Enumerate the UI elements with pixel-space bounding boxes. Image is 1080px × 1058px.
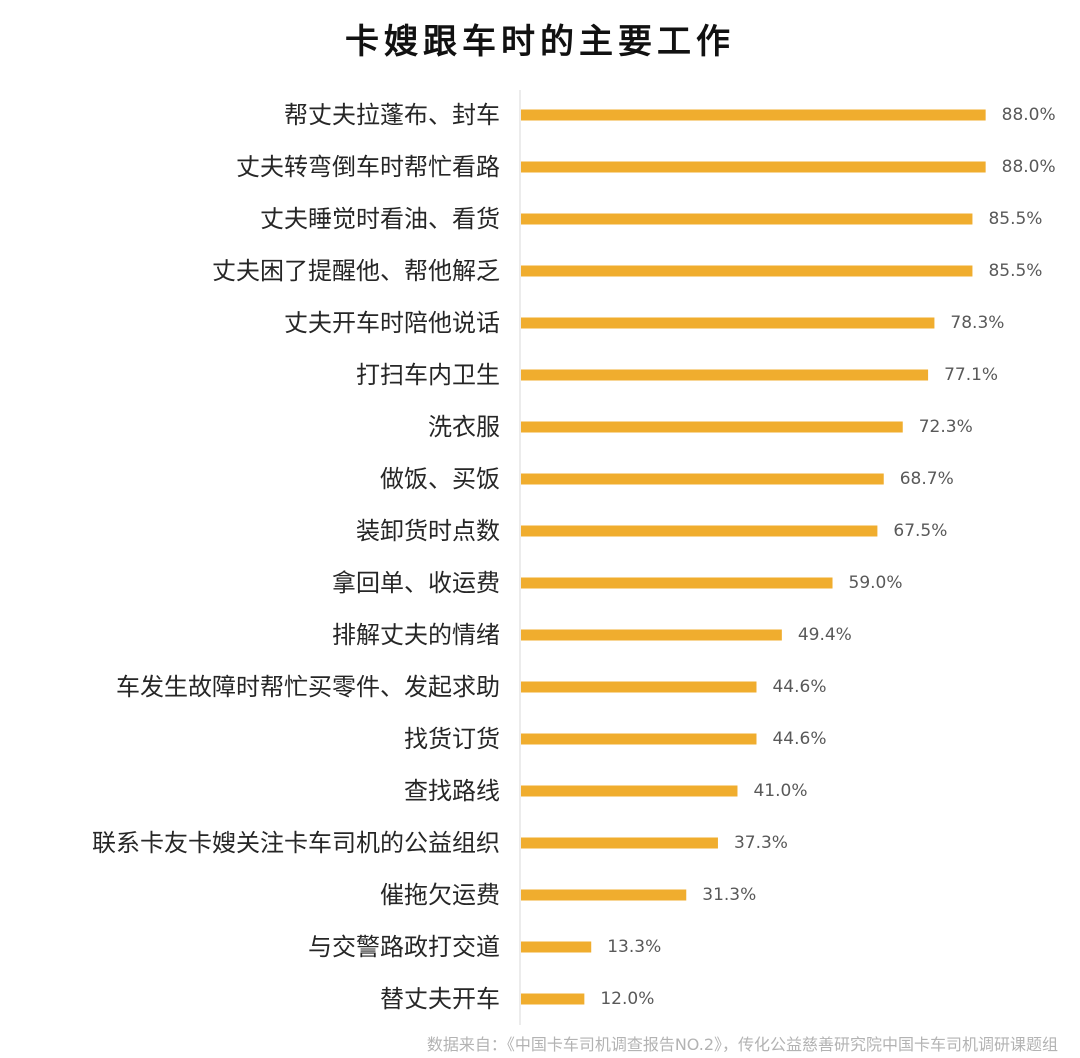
category-label: 丈夫困了提醒他、帮他解乏 [212,257,500,285]
bar [521,421,903,433]
bar [521,785,738,797]
category-label: 做饭、买饭 [380,465,500,493]
bar [521,681,757,693]
bar [521,941,592,953]
category-label: 帮丈夫拉蓬布、封车 [284,101,500,129]
category-label: 洗衣服 [428,413,500,441]
bar [521,213,973,225]
value-label: 37.3% [734,833,788,853]
category-label: 丈夫转弯倒车时帮忙看路 [236,153,500,181]
category-label: 丈夫睡觉时看油、看货 [260,205,500,233]
bar [521,889,687,901]
bar [521,525,878,537]
value-label: 88.0% [1002,157,1056,177]
value-label: 67.5% [893,521,947,541]
bar [521,265,973,277]
category-label: 查找路线 [404,777,500,805]
value-label: 44.6% [772,729,826,749]
value-labels: 88.0% 88.0% 85.5% 85.5% 78.3% 77.1% 72.3% 68.7%… [600,105,1055,1009]
value-label: 72.3% [919,417,973,437]
category-label: 车发生故障时帮忙买零件、发起求助 [116,673,500,701]
bar [521,577,833,589]
bar [521,369,929,381]
category-label: 排解丈夫的情绪 [332,621,500,649]
bar [521,993,585,1005]
value-label: 85.5% [988,261,1042,281]
category-label: 找货订货 [404,725,500,753]
category-label: 打扫车内卫生 [356,361,500,389]
category-label: 装卸货时点数 [356,517,500,545]
bar [521,317,935,329]
value-label: 31.3% [702,885,756,905]
value-label: 44.6% [772,677,826,697]
value-label: 41.0% [753,781,807,801]
chart-title: 卡嫂跟车时的主要工作 [345,22,735,62]
bar [521,109,986,121]
source-note: 数据来自：《中国卡车司机调查报告NO.2》，传化公益慈善研究院中国卡车司机调研课… [426,1035,1058,1054]
value-label: 77.1% [944,365,998,385]
category-label: 替丈夫开车 [380,985,500,1013]
bar [521,629,782,641]
value-label: 12.0% [600,989,654,1009]
bar [521,161,986,173]
value-label: 49.4% [798,625,852,645]
bar [521,473,884,485]
value-label: 78.3% [950,313,1004,333]
category-label: 丈夫开车时陪他说话 [284,309,500,337]
category-label: 拿回单、收运费 [332,569,500,597]
value-label: 59.0% [849,573,903,593]
value-label: 88.0% [1002,105,1056,125]
bars [521,109,986,1005]
bar [521,733,757,745]
value-label: 68.7% [900,469,954,489]
category-label: 与交警路政打交道 [308,933,500,961]
bar [521,837,718,849]
category-labels: 帮丈夫拉蓬布、封车丈夫转弯倒车时帮忙看路丈夫睡觉时看油、看货丈夫困了提醒他、帮他… [92,101,500,1013]
value-label: 85.5% [988,209,1042,229]
category-label: 联系卡友卡嫂关注卡车司机的公益组织 [92,829,500,857]
value-label: 13.3% [607,937,661,957]
category-label: 催拖欠运费 [380,881,500,909]
